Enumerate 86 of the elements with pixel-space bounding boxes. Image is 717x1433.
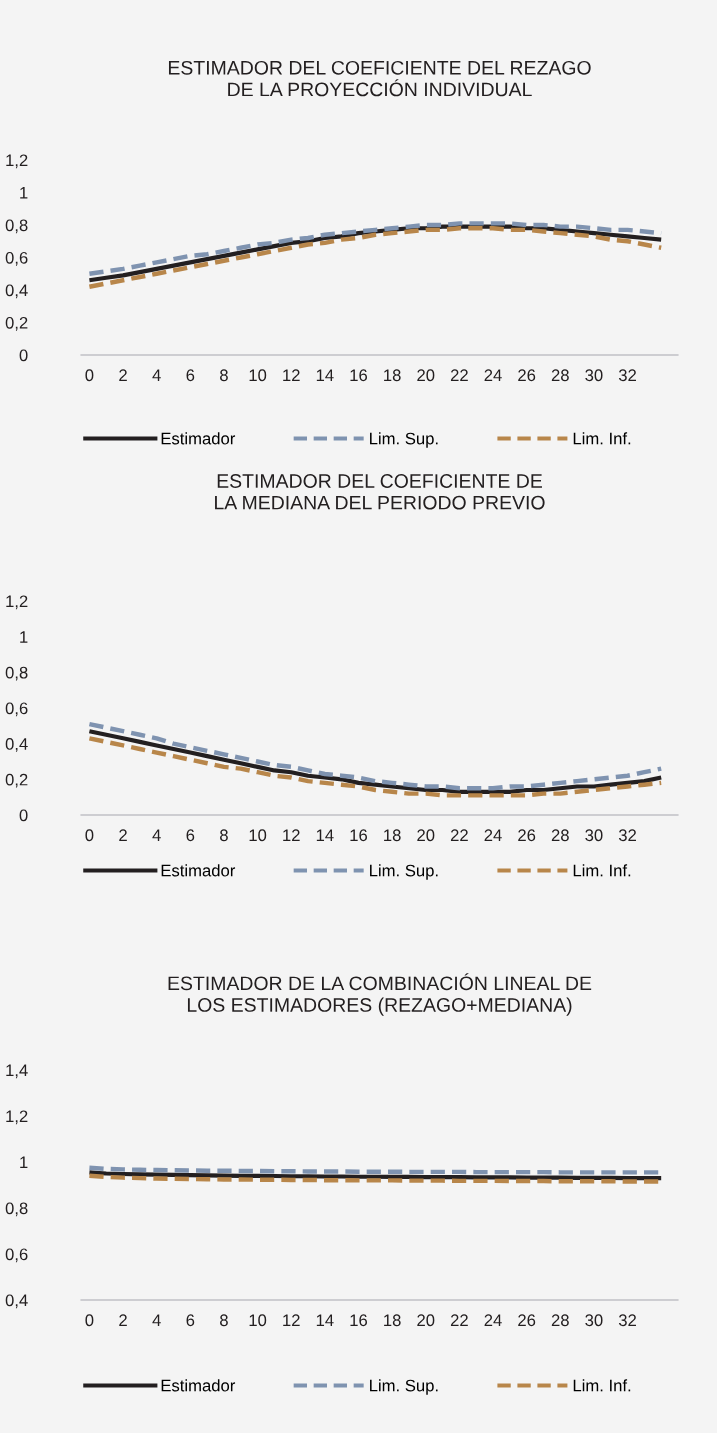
- chart-title: ESTIMADOR DEL COEFICIENTE DE LA MEDIANA DEL PERIODO PREVIO: [215, 474, 545, 510]
- x-tick-label: 26: [518, 1314, 536, 1327]
- legend-label: Lim. Inf.: [573, 432, 631, 445]
- x-tick-label: 12: [283, 1314, 300, 1326]
- y-tick-label: 0,4: [5, 738, 28, 752]
- legend-label: Lim. Sup.: [370, 1379, 438, 1395]
- line-series: [87, 721, 664, 791]
- x-tick-label: 22: [450, 829, 468, 841]
- y-tick-label: 1,4: [6, 1064, 28, 1079]
- y-tick-label: 1,2: [6, 595, 28, 610]
- chart-title: ESTIMADOR DE LA COMBINACIÓN LINEAL DE LOS ESTIMADORES (REZAGO+MEDIANA): [168, 973, 592, 1016]
- y-tick-label: 1,2: [6, 1110, 28, 1125]
- y-tick-label: 0,2: [5, 773, 28, 788]
- legend-label: Lim. Inf.: [573, 1379, 631, 1392]
- x-tick-label: 26: [518, 829, 536, 842]
- x-tick-label: 28: [551, 1314, 569, 1327]
- x-tick-label: 22: [450, 369, 468, 381]
- y-tick-label: 0,6: [5, 1248, 28, 1263]
- line-series: [87, 729, 664, 794]
- x-tick-label: 2: [119, 369, 127, 381]
- line-series: [87, 736, 664, 798]
- x-tick-label: 4: [152, 829, 161, 841]
- x-tick-label: 16: [350, 829, 368, 842]
- x-tick-label: 28: [551, 829, 569, 842]
- x-tick-label: 0: [85, 829, 94, 842]
- x-tick-label: 16: [350, 369, 368, 382]
- y-tick-label: 0,8: [5, 1202, 28, 1217]
- x-tick-label: 18: [384, 1314, 401, 1327]
- y-tick-label: 1: [20, 187, 28, 199]
- x-tick-label: 12: [283, 829, 300, 841]
- x-tick-label: 0: [85, 369, 94, 382]
- x-tick-label: 24: [484, 1314, 502, 1326]
- x-tick-label: 6: [186, 829, 195, 842]
- x-tick-label: 14: [316, 829, 334, 841]
- x-tick-label: 24: [484, 829, 502, 841]
- y-tick-label: 0,4: [5, 1294, 28, 1309]
- x-tick-label: 22: [450, 1314, 468, 1326]
- y-tick-label: 0: [19, 809, 28, 822]
- x-tick-label: 14: [316, 1314, 334, 1326]
- y-tick-label: 0: [19, 349, 28, 362]
- legend-label: Estimador: [161, 1379, 236, 1392]
- x-tick-label: 14: [316, 369, 334, 381]
- x-tick-label: 32: [618, 1314, 636, 1327]
- x-tick-label: 8: [220, 829, 228, 842]
- legend-label: Estimador: [161, 864, 236, 877]
- y-tick-label: 0,8: [5, 219, 28, 234]
- legend-label: Estimador: [161, 432, 236, 445]
- y-tick-label: 1: [20, 1156, 28, 1169]
- y-tick-label: 0,6: [5, 702, 28, 717]
- chart-title: ESTIMADOR DEL COEFICIENTE DEL REZAGO DE LA PROYECCIÓN INDIVIDUAL: [168, 60, 591, 97]
- x-tick-label: 8: [220, 1314, 228, 1327]
- legend-label: Lim. Sup.: [370, 864, 438, 880]
- y-tick-label: 0,8: [5, 666, 28, 681]
- x-tick-label: 30: [585, 369, 603, 382]
- x-tick-label: 0: [85, 1314, 94, 1327]
- x-tick-label: 20: [417, 369, 435, 382]
- x-tick-label: 30: [585, 829, 603, 842]
- x-tick-label: 4: [152, 369, 161, 381]
- x-tick-label: 18: [384, 829, 401, 842]
- y-tick-label: 0,4: [5, 284, 28, 299]
- y-tick-label: 0,6: [5, 251, 28, 266]
- x-tick-label: 12: [283, 369, 300, 381]
- x-tick-label: 32: [618, 829, 636, 842]
- x-tick-label: 20: [417, 1314, 435, 1327]
- x-tick-label: 10: [249, 369, 267, 382]
- x-tick-label: 26: [518, 369, 536, 382]
- x-tick-label: 16: [350, 1314, 368, 1327]
- x-tick-label: 6: [186, 369, 195, 382]
- x-tick-label: 30: [585, 1314, 603, 1327]
- y-tick-label: 1,2: [6, 154, 28, 169]
- legend-label: Lim. Inf.: [573, 864, 631, 877]
- x-tick-label: 18: [384, 369, 401, 382]
- x-tick-label: 32: [618, 369, 636, 382]
- x-tick-label: 8: [220, 369, 228, 382]
- x-tick-label: 10: [249, 829, 267, 842]
- x-tick-label: 2: [119, 1314, 127, 1326]
- x-tick-label: 20: [417, 829, 435, 842]
- x-tick-label: 4: [152, 1314, 161, 1326]
- x-tick-label: 28: [551, 369, 569, 382]
- y-tick-label: 1: [20, 631, 28, 643]
- x-tick-label: 2: [119, 829, 127, 841]
- x-tick-label: 24: [484, 369, 502, 381]
- y-tick-label: 0,2: [5, 316, 28, 331]
- x-tick-label: 6: [186, 1314, 195, 1327]
- legend-label: Lim. Sup.: [370, 432, 438, 448]
- x-tick-label: 10: [249, 1314, 267, 1327]
